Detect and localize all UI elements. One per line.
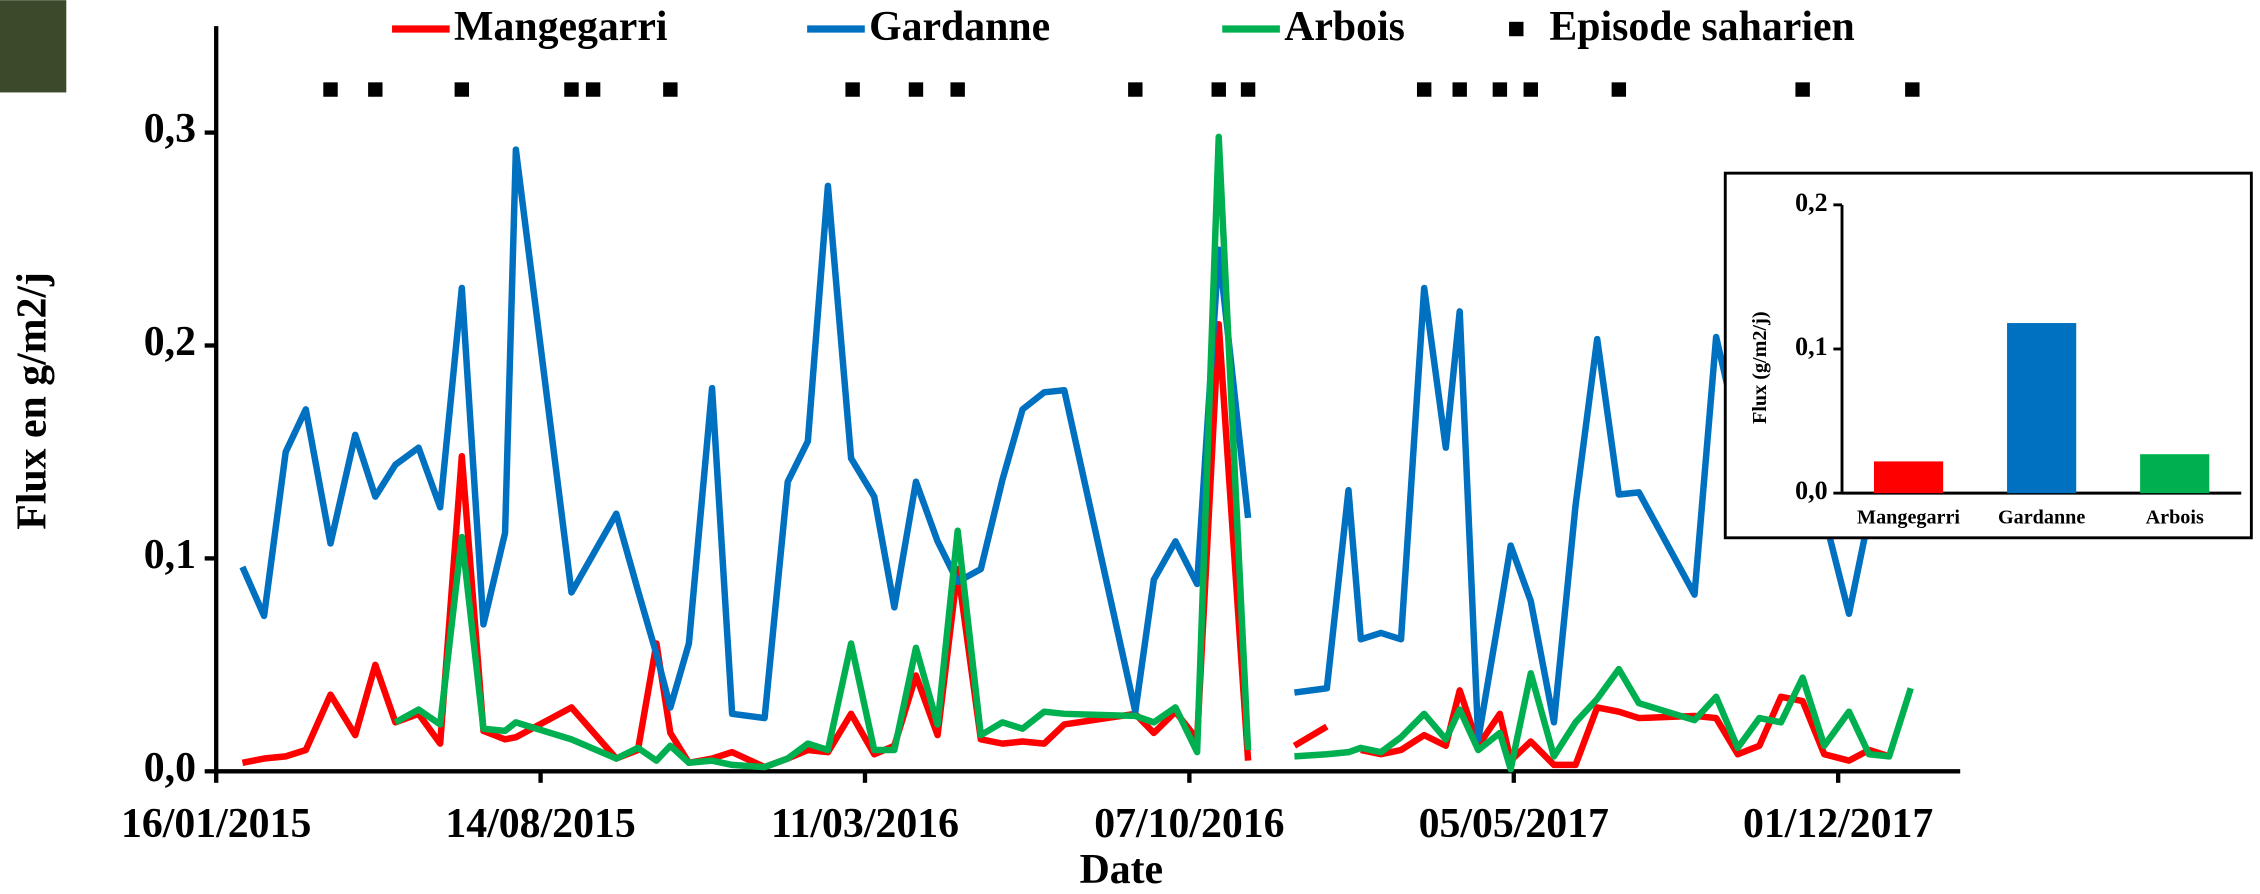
inset-y-tick-label: 0,1 [1795, 332, 1827, 361]
event-marker [1612, 82, 1626, 96]
inset-bar [2140, 454, 2209, 493]
event-marker [1128, 82, 1142, 96]
x-tick-label: 14/08/2015 [445, 801, 635, 847]
legend-label: Episode saharien [1549, 4, 1854, 50]
page: Flux en g/m2/j Date 0,0 0,1 0,2 0,3 16/01/20… [0, 0, 2260, 894]
legend-label: Gardanne [869, 4, 1050, 50]
event-marker [564, 82, 578, 96]
inset-bar [1874, 461, 1943, 493]
x-axis-label: Date [1080, 847, 1164, 893]
inset-y-tick-label: 0,0 [1795, 476, 1827, 505]
inset-y-axis-label: Flux (g/m2/j) [1749, 311, 1771, 424]
x-tick-label: 07/10/2016 [1094, 801, 1284, 847]
inset-bar [2007, 323, 2076, 493]
event-marker [950, 82, 964, 96]
event-marker [663, 82, 677, 96]
photo-fragment [0, 0, 66, 92]
event-marker [1417, 82, 1431, 96]
event-marker [455, 82, 469, 96]
event-marker [1453, 82, 1467, 96]
inset-x-tick-label: Gardanne [1998, 507, 2085, 529]
event-marker [1524, 82, 1538, 96]
y-tick-label: 0,0 [144, 745, 196, 791]
y-tick-label: 0,3 [144, 106, 196, 152]
event-marker [368, 82, 382, 96]
y-tick-label: 0,2 [144, 319, 196, 365]
series-line [242, 150, 1869, 740]
legend-label: Mangegarri [454, 4, 667, 50]
inset-x-tick-label: Arbois [2146, 507, 2204, 529]
legend-swatch [1509, 22, 1523, 36]
event-marker [1905, 82, 1919, 96]
event-marker [909, 82, 923, 96]
inset-y-tick-label: 0,2 [1795, 188, 1827, 217]
y-tick-label: 0,1 [144, 532, 196, 578]
inset-x-tick-label: Mangegarri [1857, 507, 1960, 529]
legend-label: Arbois [1284, 4, 1405, 50]
x-tick-label: 11/03/2016 [771, 801, 959, 847]
event-marker [323, 82, 337, 96]
x-tick-label: 01/12/2017 [1743, 801, 1933, 847]
inset-chart: 0,0 0,1 0,2 Flux (g/m2/j) Mangegarri Gardanne… [1725, 173, 2251, 538]
x-tick-label: 16/01/2015 [121, 801, 311, 847]
event-marker [1241, 82, 1255, 96]
series-line [395, 137, 1910, 769]
y-axis-label: Flux en g/m2/j [10, 272, 56, 530]
event-marker [845, 82, 859, 96]
x-tick-label: 05/05/2017 [1419, 801, 1609, 847]
event-marker [1493, 82, 1507, 96]
chart: Flux en g/m2/j Date 0,0 0,1 0,2 0,3 16/01/20… [0, 0, 2260, 894]
event-marker [1212, 82, 1226, 96]
event-marker [1795, 82, 1809, 96]
event-marker [586, 82, 600, 96]
